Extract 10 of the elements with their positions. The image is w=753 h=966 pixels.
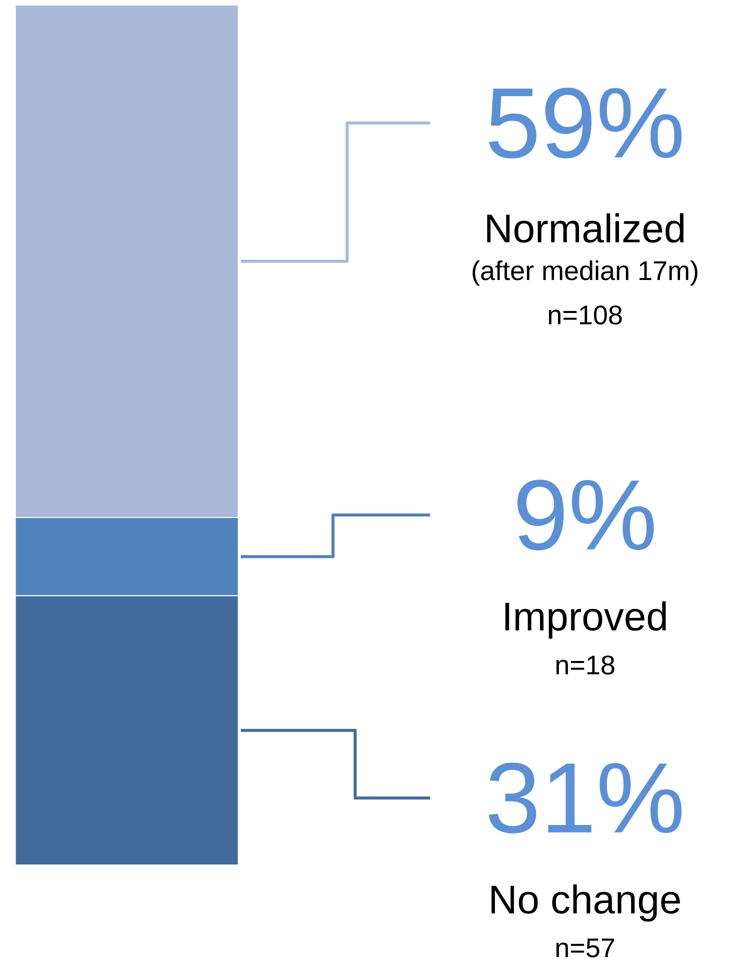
text: No change: [492, 884, 680, 922]
text: n=108: [548, 305, 622, 325]
data-label: 31%: [488, 762, 682, 834]
data-label: 59%: [488, 88, 682, 158]
data-label: 9%: [517, 480, 654, 550]
text: (after median 17m): [472, 260, 698, 286]
text: Improved: [505, 601, 666, 639]
text: n=57: [556, 938, 614, 958]
text: Normalized: [487, 213, 684, 243]
text: n=18: [556, 655, 614, 675]
